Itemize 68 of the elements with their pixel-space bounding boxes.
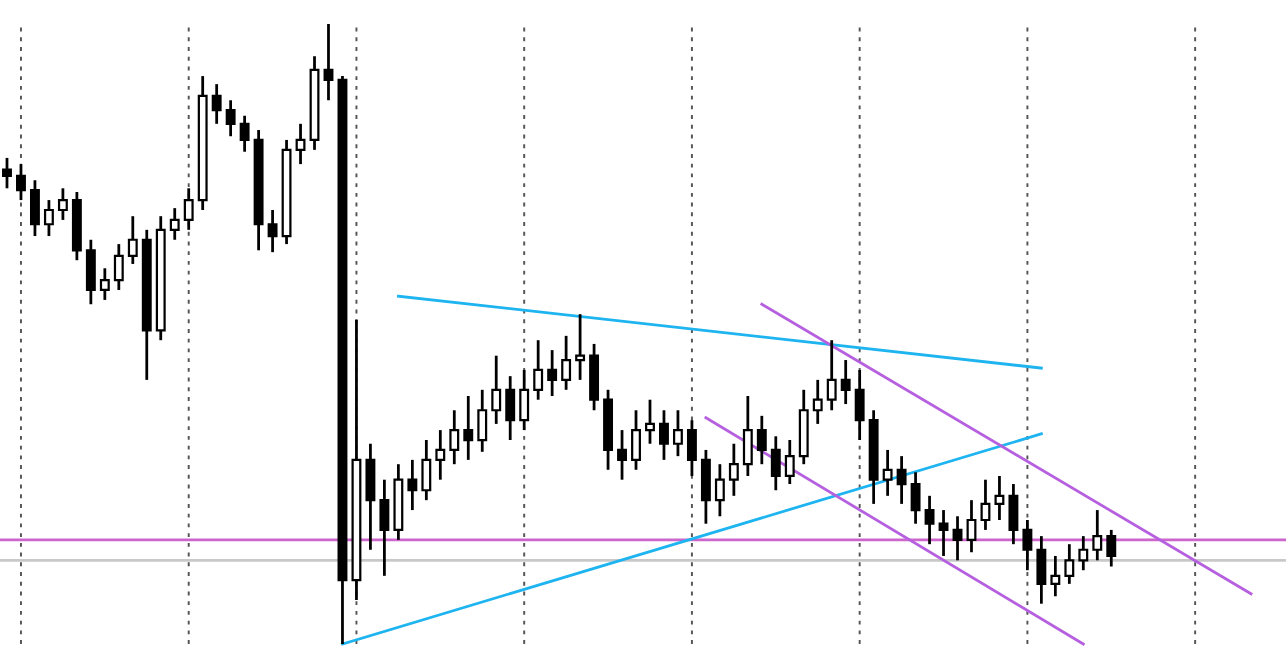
candlestick [127,214,138,266]
candlestick [239,114,250,154]
candlestick [43,198,54,238]
candlestick [29,178,40,238]
candlestick [225,98,236,138]
candlestick [85,238,96,306]
candlestick [211,82,222,126]
candlestick [714,462,725,518]
candlestick [645,398,655,446]
candlestick [575,312,586,382]
candlestick [826,338,837,412]
candlestick [267,208,278,254]
candlestick [1050,554,1061,598]
candlestick [323,24,334,102]
candlestick [533,338,544,402]
candlestick [910,470,921,526]
candlestick [770,434,781,492]
candlestick [169,206,180,242]
candlestick [938,508,949,558]
candlestick [449,408,460,466]
candlestick [295,122,306,166]
candlestick [784,438,795,486]
candlestick [980,478,991,532]
candlestick [812,378,823,426]
candlestick [365,442,376,552]
candlestick [421,438,432,502]
candlestick [1036,534,1047,606]
candlestick [519,368,530,432]
candlestick [1008,482,1019,546]
candlestick [756,414,767,466]
candlestick [491,354,502,426]
candlestick [113,242,124,292]
candlestick [1106,528,1117,568]
candlestick [728,442,739,498]
candlestick [2,156,12,190]
candlestick [99,266,110,302]
candlestick [966,498,977,554]
candlestick [924,494,935,546]
candlestick [742,394,753,478]
candlestick [407,458,418,512]
candlestick [1022,518,1033,572]
candlestick [463,394,474,462]
candlestick [854,368,865,442]
candlestick [659,408,669,462]
candlestick [379,478,390,578]
candlestick [952,514,963,562]
candlestick [1078,534,1089,572]
candlestick [994,474,1005,522]
candlestick [700,448,711,526]
candlestick [16,162,26,202]
candlestick [57,186,68,222]
candlestick [547,348,558,398]
candlestick [435,428,446,482]
candlestick [505,374,516,442]
candlestick [686,418,697,478]
candlestick [183,186,194,232]
candlestick [840,358,851,406]
candlestick [896,454,907,506]
candlestick [1064,542,1075,586]
candlestick [882,448,893,498]
candlestick [589,342,600,412]
candlestick [561,334,572,392]
candlestick [617,428,627,482]
candlestick [672,408,683,458]
candlestick [477,388,488,454]
candlestick [1092,508,1103,562]
candlestick [631,408,641,472]
candlestick [798,388,809,466]
